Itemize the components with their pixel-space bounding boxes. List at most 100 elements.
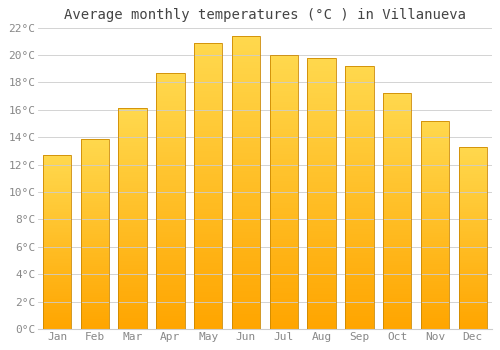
- Bar: [270, 71, 298, 74]
- Bar: [156, 229, 184, 232]
- Bar: [156, 111, 184, 114]
- Bar: [156, 244, 184, 247]
- Bar: [156, 326, 184, 329]
- Bar: [156, 316, 184, 318]
- Bar: [383, 188, 412, 190]
- Bar: [270, 217, 298, 219]
- Bar: [270, 74, 298, 77]
- Bar: [80, 218, 109, 220]
- Bar: [458, 165, 487, 167]
- Bar: [118, 298, 147, 300]
- Bar: [118, 153, 147, 155]
- Bar: [232, 156, 260, 159]
- Bar: [118, 232, 147, 234]
- Bar: [118, 177, 147, 179]
- Bar: [80, 139, 109, 329]
- Bar: [156, 180, 184, 183]
- Bar: [308, 215, 336, 218]
- Bar: [80, 300, 109, 302]
- Bar: [156, 290, 184, 293]
- Bar: [308, 188, 336, 191]
- Bar: [383, 133, 412, 136]
- Bar: [383, 279, 412, 282]
- Bar: [270, 310, 298, 313]
- Bar: [232, 80, 260, 83]
- Bar: [80, 308, 109, 310]
- Bar: [345, 166, 374, 169]
- Bar: [458, 327, 487, 329]
- Bar: [345, 90, 374, 92]
- Bar: [43, 223, 71, 225]
- Bar: [383, 110, 412, 112]
- Bar: [458, 258, 487, 260]
- Bar: [156, 129, 184, 132]
- Bar: [118, 223, 147, 225]
- Bar: [194, 280, 222, 283]
- Bar: [421, 148, 449, 150]
- Bar: [308, 155, 336, 158]
- Bar: [194, 154, 222, 157]
- Bar: [421, 125, 449, 127]
- Bar: [308, 182, 336, 185]
- Bar: [232, 118, 260, 121]
- Bar: [383, 211, 412, 213]
- Bar: [43, 193, 71, 195]
- Bar: [194, 254, 222, 257]
- Bar: [458, 303, 487, 305]
- Bar: [118, 225, 147, 228]
- Bar: [383, 239, 412, 242]
- Bar: [345, 318, 374, 321]
- Bar: [194, 174, 222, 177]
- Bar: [194, 108, 222, 111]
- Bar: [194, 65, 222, 69]
- Bar: [118, 256, 147, 258]
- Bar: [80, 281, 109, 283]
- Bar: [80, 163, 109, 165]
- Bar: [345, 161, 374, 163]
- Bar: [194, 120, 222, 123]
- Bar: [232, 68, 260, 71]
- Bar: [421, 135, 449, 138]
- Bar: [308, 123, 336, 126]
- Bar: [345, 92, 374, 95]
- Bar: [43, 242, 71, 244]
- Bar: [270, 61, 298, 63]
- Bar: [345, 142, 374, 145]
- Bar: [43, 200, 71, 202]
- Bar: [194, 252, 222, 254]
- Bar: [118, 230, 147, 232]
- Bar: [232, 39, 260, 42]
- Bar: [194, 283, 222, 286]
- Bar: [270, 99, 298, 101]
- Bar: [421, 233, 449, 235]
- Bar: [458, 284, 487, 285]
- Bar: [118, 221, 147, 223]
- Bar: [308, 145, 336, 147]
- Bar: [270, 280, 298, 282]
- Bar: [345, 263, 374, 266]
- Bar: [421, 241, 449, 244]
- Bar: [232, 294, 260, 297]
- Bar: [118, 285, 147, 287]
- Bar: [421, 156, 449, 158]
- Bar: [421, 235, 449, 237]
- Bar: [156, 80, 184, 83]
- Bar: [156, 278, 184, 280]
- Bar: [118, 188, 147, 190]
- Bar: [232, 135, 260, 139]
- Bar: [80, 312, 109, 314]
- Bar: [270, 154, 298, 156]
- Bar: [345, 132, 374, 134]
- Bar: [232, 89, 260, 92]
- Bar: [118, 181, 147, 183]
- Bar: [421, 208, 449, 210]
- Bar: [270, 307, 298, 310]
- Bar: [270, 271, 298, 274]
- Bar: [80, 239, 109, 241]
- Bar: [194, 320, 222, 323]
- Bar: [383, 105, 412, 107]
- Bar: [383, 235, 412, 237]
- Bar: [232, 276, 260, 279]
- Bar: [43, 245, 71, 247]
- Bar: [458, 158, 487, 160]
